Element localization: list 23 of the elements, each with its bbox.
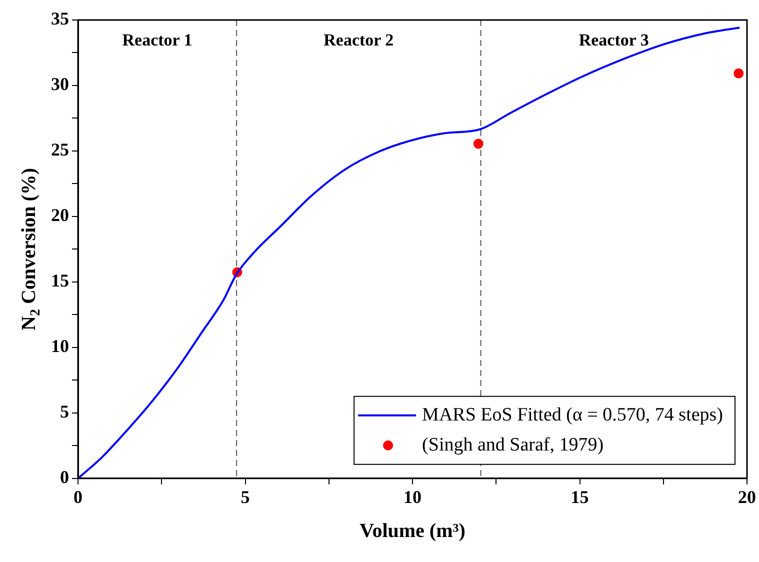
annotation: Reactor 3 [578, 30, 649, 50]
y-tick-label: 5 [60, 402, 69, 422]
point [473, 138, 484, 149]
legend-label: MARS EoS Fitted (α = 0.570, 74 steps) [422, 404, 724, 426]
x-tick-label: 0 [74, 486, 82, 507]
point [734, 68, 744, 78]
x-axis-title: Volume (m³) [360, 520, 466, 542]
x-tick-label: 20 [738, 486, 756, 507]
y-tick-label: 35 [51, 8, 69, 29]
y-tick-label: 30 [51, 74, 69, 94]
y-tick-label: 10 [51, 336, 69, 356]
y-axis-title: N2 Conversion (%) [18, 168, 44, 330]
y-tick-label: 15 [51, 270, 69, 291]
legend-label: (Singh and Saraf, 1979) [422, 434, 604, 456]
annotation: Reactor 1 [122, 30, 192, 50]
y-tick-label: 25 [51, 140, 69, 160]
y-tick-label: 20 [51, 205, 69, 226]
annotation: Reactor 2 [324, 30, 394, 50]
line-series [78, 26, 741, 478]
x-tick-label: 15 [570, 486, 589, 507]
x-tick-label: 5 [240, 486, 250, 507]
x-tick-label: 10 [404, 486, 422, 507]
y-tick-label: 0 [60, 467, 69, 488]
